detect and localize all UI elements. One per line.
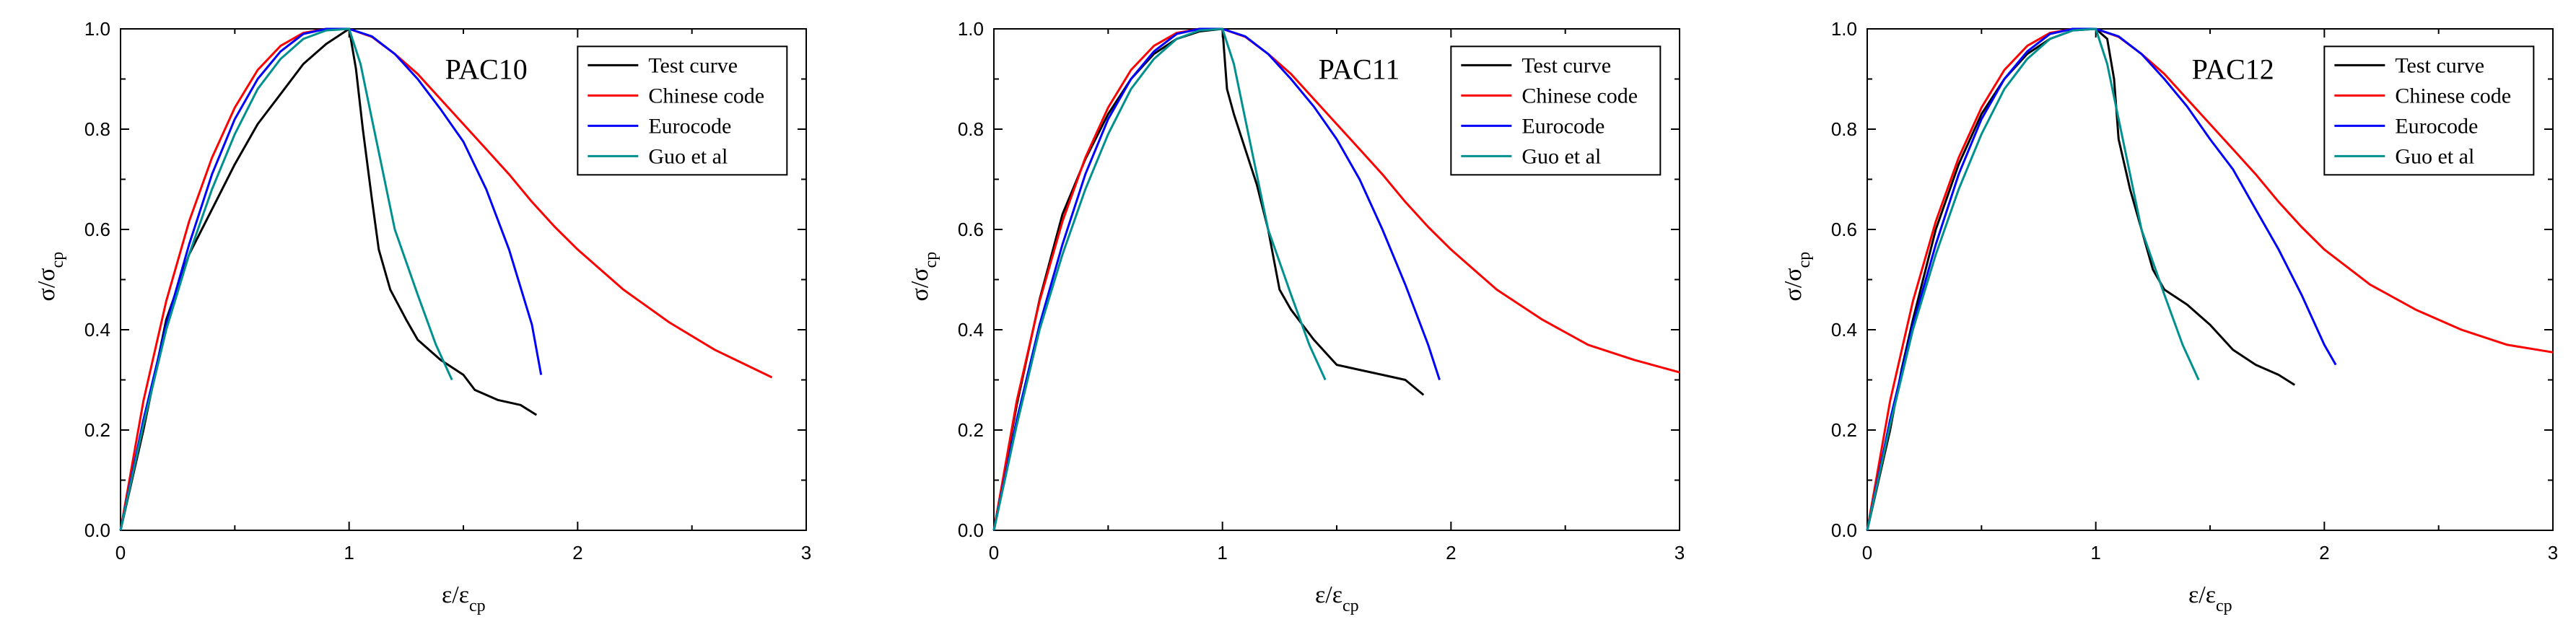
series-line-guo-et-al <box>1866 27 2200 531</box>
series-line-chinese-code <box>1866 27 2554 531</box>
y-axis-title-main: σ/σ <box>1780 268 1807 301</box>
x-axis-title: ε/εcp <box>2188 582 2232 615</box>
y-tick-label: 1.0 <box>958 18 984 40</box>
x-tick-label: 0 <box>115 542 126 564</box>
x-axis-title-sub: cp <box>2216 597 2232 615</box>
x-axis-title-main: ε/ε <box>442 582 469 608</box>
x-axis-title-main: ε/ε <box>1315 582 1342 608</box>
legend-entry: Eurocode <box>2395 114 2478 138</box>
y-tick-label: 0.2 <box>84 419 110 441</box>
y-tick-label: 0.2 <box>958 419 984 441</box>
y-tick-label: 0.8 <box>84 118 110 140</box>
x-tick-label: 3 <box>801 542 811 564</box>
y-axis-title: σ/σcp <box>33 252 67 302</box>
legend-entry: Chinese code <box>2395 84 2511 108</box>
legend-entry: Chinese code <box>648 84 764 108</box>
y-tick-label: 0.8 <box>958 118 984 140</box>
x-tick-label: 2 <box>572 542 582 564</box>
series-line-eurocode <box>992 27 1441 531</box>
y-tick-label: 0.4 <box>84 319 110 341</box>
series-line-guo-et-al <box>119 27 453 531</box>
legend-box <box>1450 45 1662 176</box>
y-axis-title-main: σ/σ <box>907 268 933 301</box>
y-tick-label: 1.0 <box>1831 18 1857 40</box>
x-tick-label: 2 <box>2319 542 2329 564</box>
x-axis-title-sub: cp <box>469 597 486 615</box>
x-axis-title: ε/εcp <box>1315 582 1359 615</box>
y-axis-title-sub: cp <box>48 252 67 268</box>
panel-label: PAC10 <box>445 53 528 86</box>
legend-entry: Chinese code <box>1521 84 1638 108</box>
x-axis-title-main: ε/ε <box>2188 582 2216 608</box>
series-line-chinese-code <box>992 27 1680 531</box>
y-tick-label: 0.0 <box>84 519 110 541</box>
x-tick-label: 0 <box>989 542 999 564</box>
y-tick-label: 0.6 <box>958 219 984 240</box>
series-line-test-curve <box>119 27 538 531</box>
y-tick-label: 1.0 <box>84 18 110 40</box>
x-axis-title: ε/εcp <box>442 582 486 615</box>
y-tick-label: 0.2 <box>1831 419 1857 441</box>
y-tick-label: 0.4 <box>958 319 984 341</box>
legend-box <box>577 45 788 176</box>
x-tick-label: 1 <box>1217 542 1227 564</box>
x-axis-title-sub: cp <box>1342 597 1359 615</box>
y-tick-label: 0.8 <box>1831 118 1857 140</box>
legend-box <box>2323 45 2535 176</box>
legend-entry: Guo et al <box>2395 144 2474 168</box>
y-tick-label: 0.0 <box>958 519 984 541</box>
y-axis-title-sub: cp <box>922 252 940 268</box>
panel-label: PAC11 <box>1319 53 1400 86</box>
y-axis-title-main: σ/σ <box>33 268 60 301</box>
legend-entry: Guo et al <box>1521 144 1601 168</box>
x-tick-label: 2 <box>1446 542 1456 564</box>
x-tick-label: 3 <box>2548 542 2558 564</box>
y-tick-label: 0.6 <box>84 219 110 240</box>
x-tick-label: 1 <box>344 542 354 564</box>
y-tick-label: 0.4 <box>1831 319 1857 341</box>
panel-label: PAC12 <box>2192 53 2274 86</box>
series-line-guo-et-al <box>992 27 1327 531</box>
x-tick-label: 1 <box>2090 542 2100 564</box>
y-axis-title-sub: cp <box>1795 252 1814 268</box>
y-tick-label: 0.6 <box>1831 219 1857 240</box>
legend-entry: Eurocode <box>1521 114 1604 138</box>
legend-entry: Eurocode <box>648 114 731 138</box>
series-line-test-curve <box>992 27 1425 531</box>
x-tick-label: 3 <box>1675 542 1685 564</box>
y-tick-label: 0.0 <box>1831 519 1857 541</box>
series-line-eurocode <box>1866 27 2337 531</box>
y-axis-title: σ/σcp <box>1780 252 1814 302</box>
x-tick-label: 0 <box>1862 542 1872 564</box>
series-line-test-curve <box>1866 27 2296 531</box>
legend-entry: Test curve <box>2395 53 2484 77</box>
legend-entry: Test curve <box>1521 53 1611 77</box>
series-line-eurocode <box>119 27 543 531</box>
legend-entry: Test curve <box>648 53 738 77</box>
legend-entry: Guo et al <box>648 144 728 168</box>
y-axis-title: σ/σcp <box>907 252 940 302</box>
